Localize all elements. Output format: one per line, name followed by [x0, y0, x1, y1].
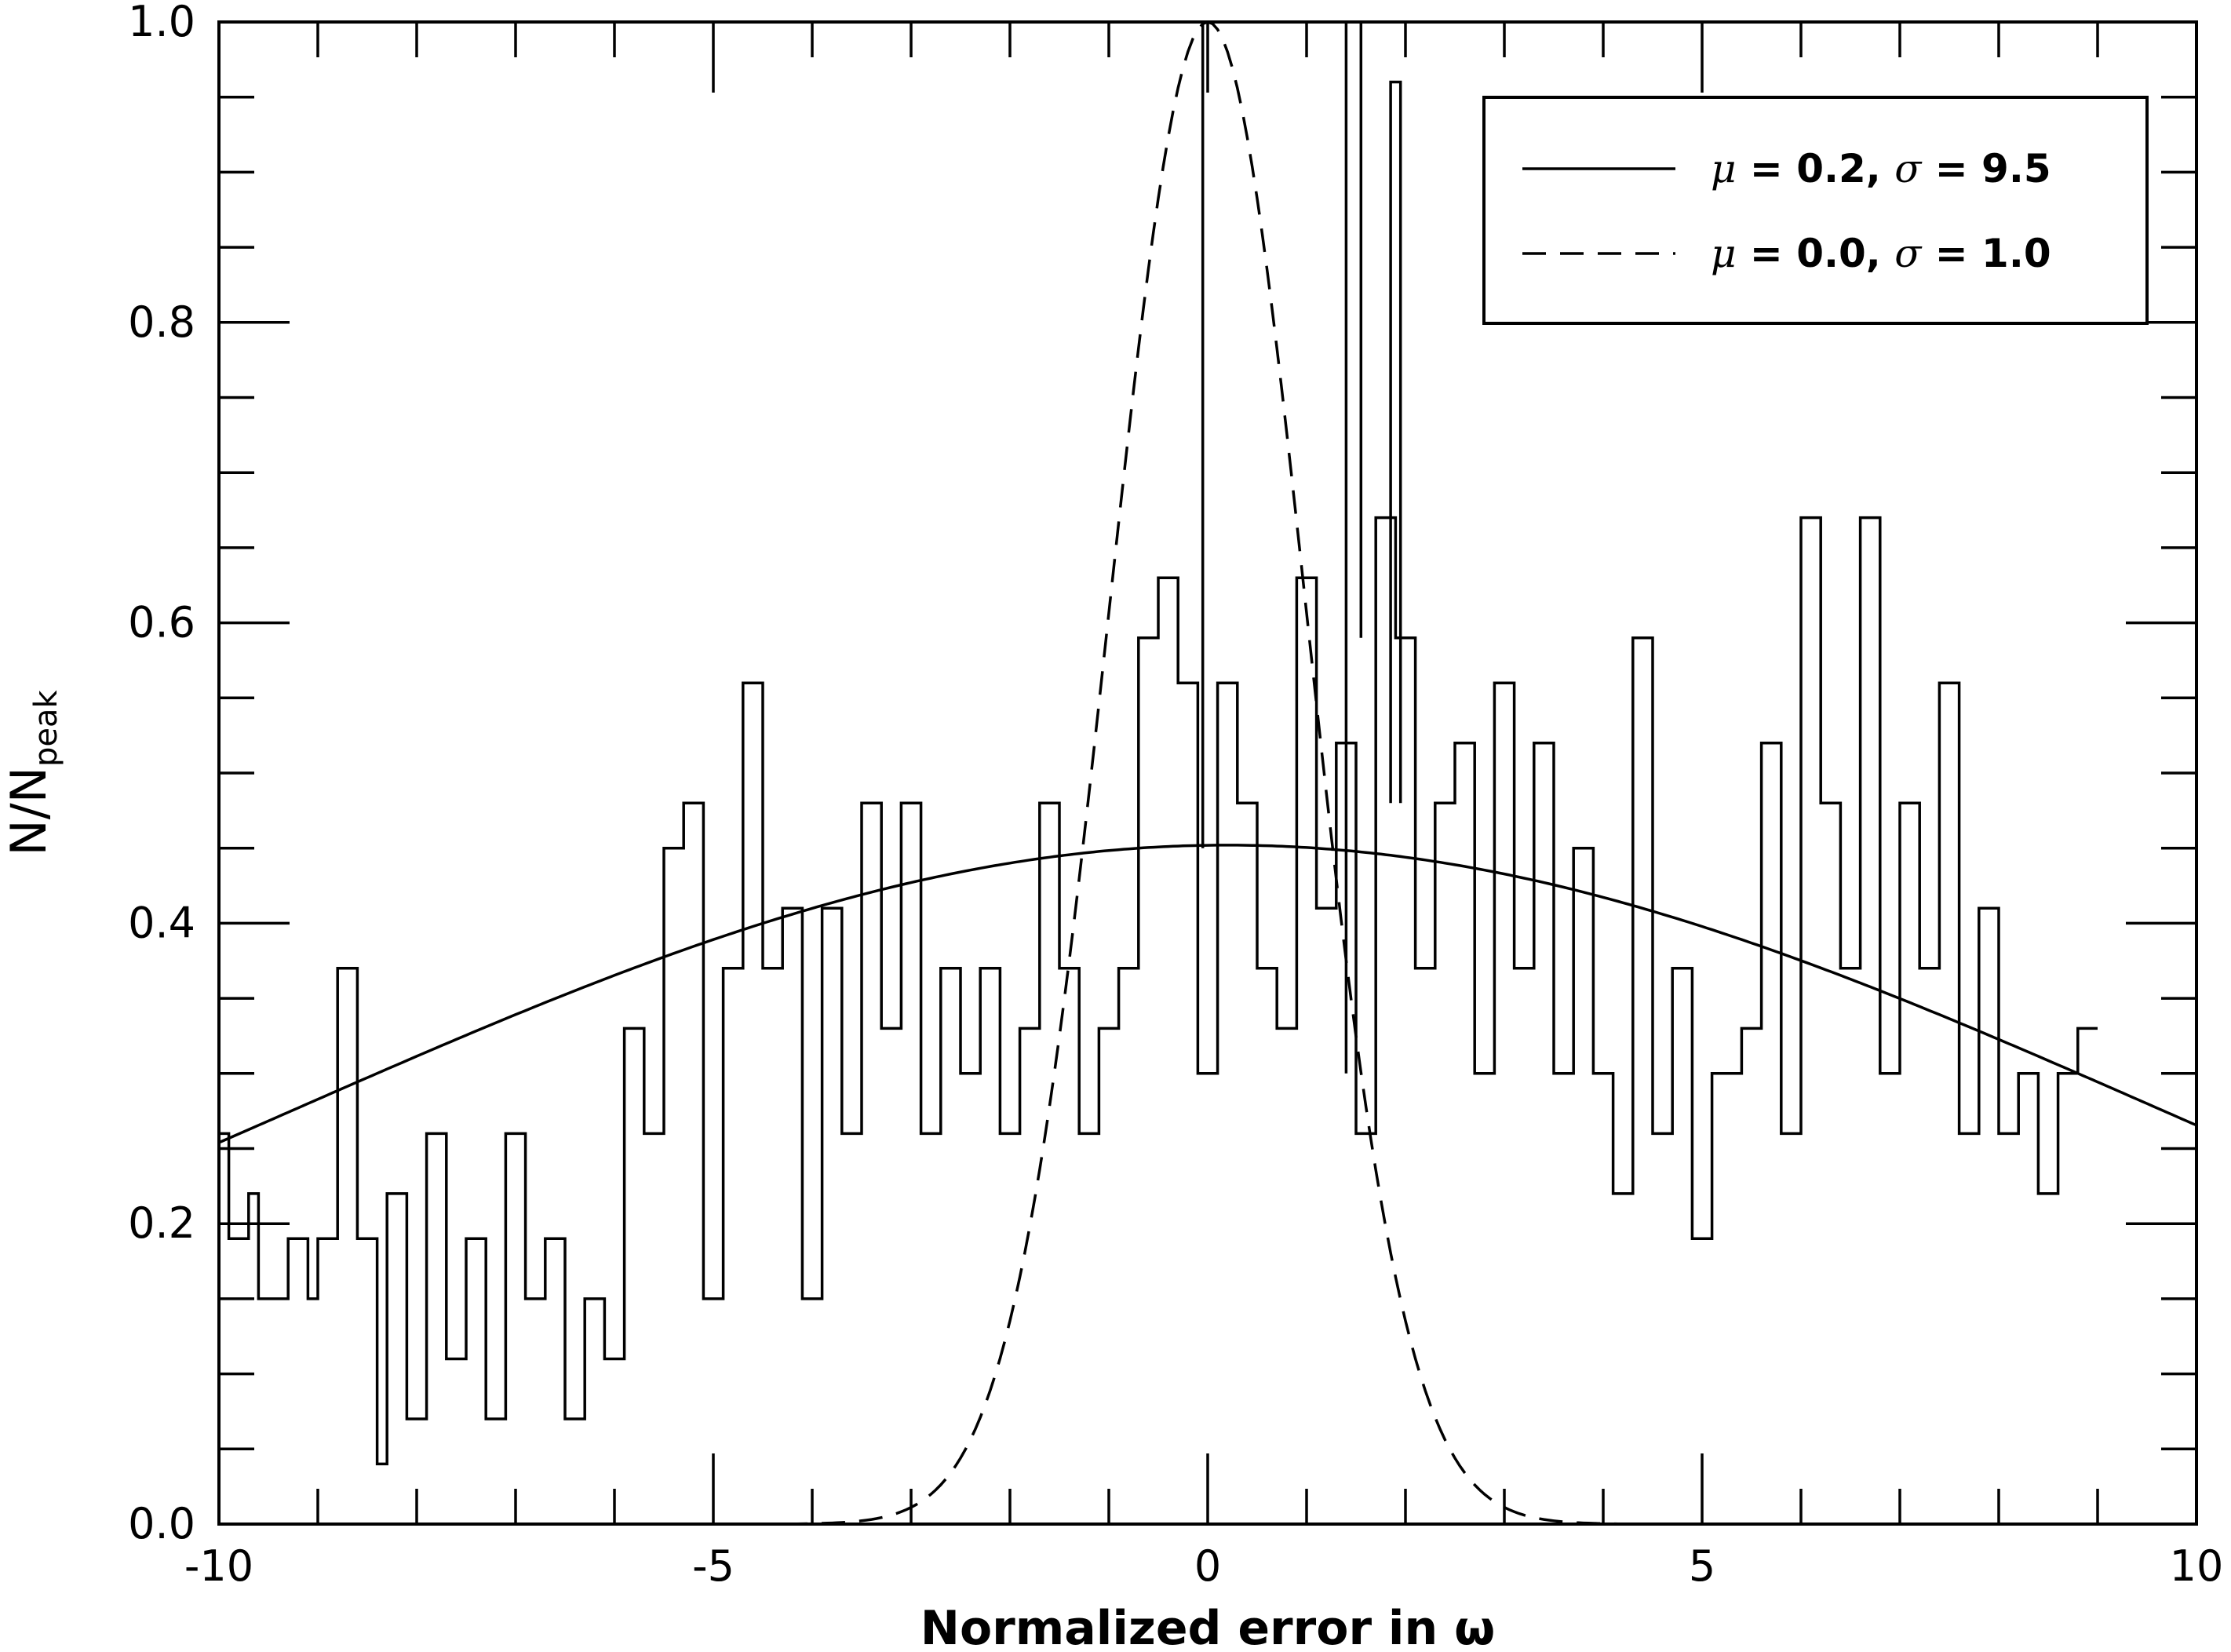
legend-label-reference: μ = 0.0, σ = 1.0 — [1711, 231, 2051, 276]
y-tick-label: 0.6 — [128, 598, 195, 647]
x-tick-label: 10 — [2170, 1541, 2224, 1591]
y-tick-label: 0.8 — [128, 297, 195, 347]
axis-tick-labels: -10 -5 0 5 10 0.0 0.2 0.4 0.6 0.8 1.0 — [128, 0, 2223, 1591]
x-tick-label: 5 — [1689, 1541, 1715, 1591]
histogram-spike-peak — [1344, 20, 1363, 1074]
y-axis-title-main: N/N — [0, 767, 57, 856]
legend-box — [1482, 96, 2149, 325]
histogram-spike-secondary — [1389, 80, 1402, 804]
histogram-series — [219, 516, 2098, 1466]
y-tick-label: 0.0 — [128, 1499, 195, 1548]
y-tick-label: 1.0 — [128, 0, 195, 46]
y-axis-title: N/Npeak — [0, 690, 64, 856]
y-axis-title-sub: peak — [28, 690, 64, 768]
legend-label-fit: μ = 0.2, σ = 9.5 — [1711, 146, 2051, 191]
y-tick-label: 0.2 — [128, 1198, 195, 1248]
gaussian-fit-curve — [218, 844, 2197, 1144]
y-tick-label: 0.4 — [128, 898, 195, 947]
axis-ticks — [217, 20, 2198, 1526]
x-tick-label: -5 — [692, 1541, 735, 1591]
x-tick-label: 0 — [1194, 1541, 1221, 1591]
x-tick-label: -10 — [184, 1541, 253, 1591]
x-axis-title: Normalized error in ω — [920, 1601, 1496, 1652]
legend: μ = 0.2, σ = 9.5 μ = 0.0, σ = 1.0 — [1482, 96, 2149, 325]
